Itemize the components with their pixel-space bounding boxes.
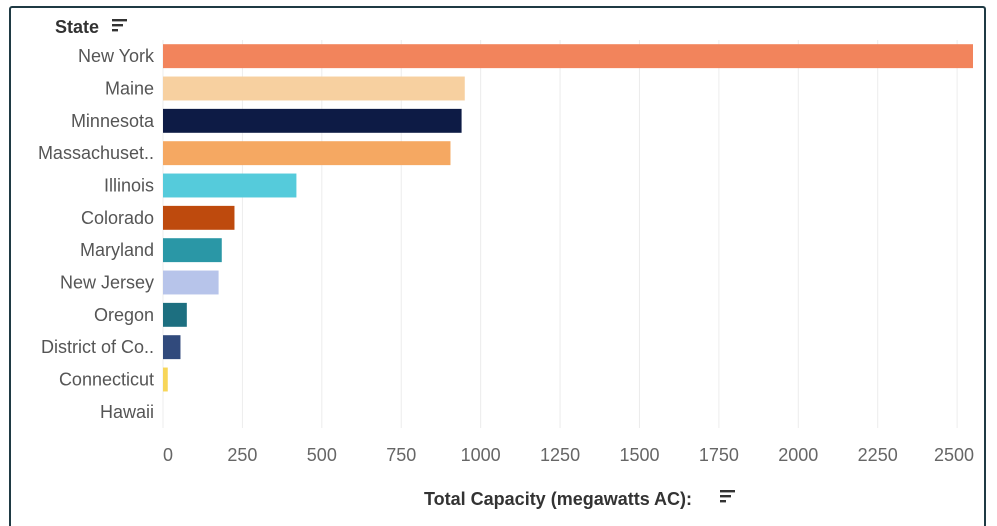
x-tick-label: 2250 [858,445,898,465]
bar[interactable] [163,205,235,230]
x-tick-label: 500 [307,445,337,465]
x-tick-label: 1000 [461,445,501,465]
category-label: Massachuset.. [38,143,154,163]
category-labels: New York Maine Minnesota Massachuset.. Illin… [38,46,155,422]
bar[interactable] [163,302,187,327]
bar[interactable] [163,367,168,392]
category-label: Connecticut [59,370,154,390]
category-label: Colorado [81,208,154,228]
bar[interactable] [163,238,222,263]
category-label: District of Co.. [41,337,154,357]
category-label: Maryland [80,240,154,260]
bar[interactable] [163,108,462,133]
x-axis-title[interactable]: Total Capacity (megawatts AC): [424,489,692,509]
bar[interactable] [163,44,973,69]
x-tick-label: 2500 [934,445,974,465]
x-tick-labels: 0 250 500 750 1000 1250 1500 1750 2000 2250 2500 [163,445,974,465]
category-label: Illinois [104,176,154,196]
bar[interactable] [163,141,451,166]
category-label: Minnesota [71,111,155,131]
category-label: Oregon [94,305,154,325]
x-tick-label: 2000 [778,445,818,465]
x-tick-label: 0 [163,445,173,465]
sort-descending-icon[interactable] [720,490,735,503]
x-tick-label: 1250 [540,445,580,465]
x-tick-label: 250 [227,445,257,465]
x-tick-label: 750 [386,445,416,465]
bar[interactable] [163,270,219,295]
bar[interactable] [163,335,181,360]
x-tick-label: 1750 [699,445,739,465]
bars [163,44,973,392]
y-axis-header[interactable]: State [55,17,99,37]
gridlines [162,40,958,428]
category-label: New York [78,46,155,66]
category-label: New Jersey [60,273,154,293]
bar-chart: New York Maine Minnesota Massachuset.. Illin… [38,17,974,509]
chart-frame [9,6,986,526]
sort-descending-icon[interactable] [112,19,127,32]
category-label: Maine [105,79,154,99]
category-label: Hawaii [100,402,154,422]
bar[interactable] [163,173,297,198]
bar[interactable] [163,76,465,101]
x-tick-label: 1500 [619,445,659,465]
